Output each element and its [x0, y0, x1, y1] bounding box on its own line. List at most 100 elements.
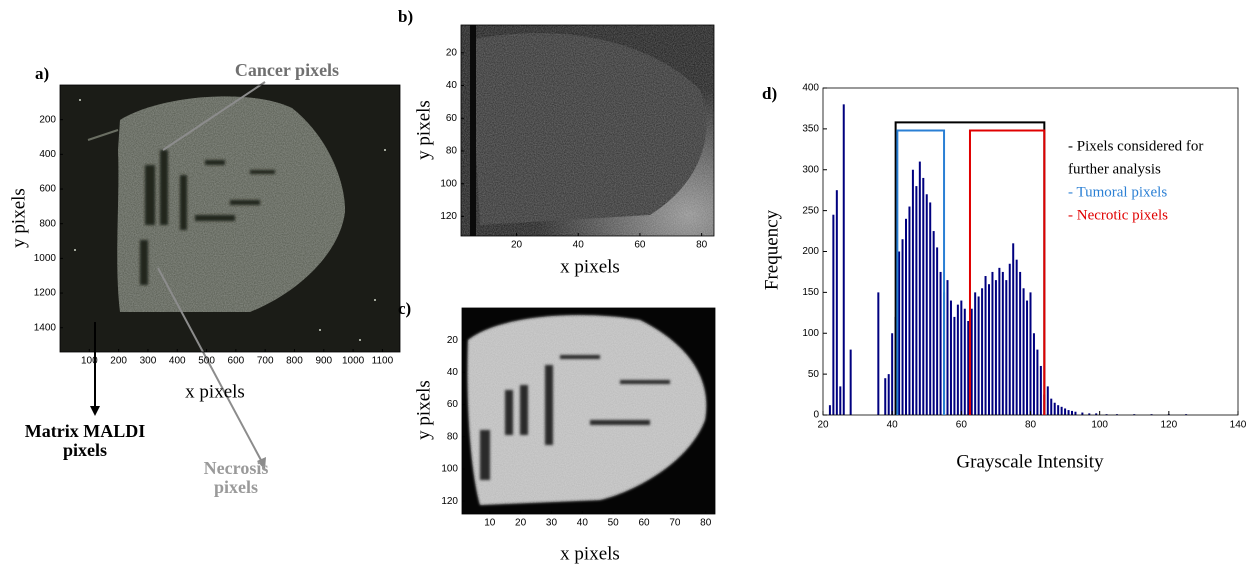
bar	[953, 316, 956, 415]
bar	[1060, 406, 1063, 415]
bar	[908, 206, 911, 415]
bar	[884, 378, 887, 415]
x-tick-label: 100	[81, 356, 98, 367]
y-tick-label: 50	[808, 369, 820, 380]
bar	[849, 349, 852, 415]
bar	[1019, 271, 1022, 415]
bar	[1032, 333, 1035, 415]
x-axis-label: x pixels	[560, 543, 620, 564]
x-tick-label: 50	[608, 518, 620, 529]
bar	[960, 300, 963, 415]
y-tick-label: 80	[446, 146, 458, 157]
x-tick-label: 20	[817, 420, 829, 431]
bar	[877, 292, 880, 415]
image-c	[462, 308, 715, 514]
x-tick-label: 900	[315, 356, 332, 367]
bar	[832, 214, 835, 415]
annotation: Matrix MALDI	[25, 421, 145, 441]
y-tick-label: 150	[802, 287, 819, 298]
image-frame	[461, 307, 716, 515]
bar	[932, 231, 935, 415]
bar	[984, 276, 987, 415]
bar	[974, 292, 977, 415]
x-tick-label: 140	[1230, 420, 1247, 431]
bar	[922, 177, 925, 415]
x-tick-label: 1100	[372, 356, 394, 367]
x-tick-label: 20	[511, 240, 523, 251]
bar	[1067, 410, 1070, 415]
bar	[901, 239, 904, 415]
y-tick-label: 1000	[34, 253, 57, 264]
bar	[1012, 243, 1015, 415]
image-a	[60, 85, 400, 352]
bar	[1074, 411, 1077, 415]
legend-entry: - Pixels considered for	[1068, 138, 1203, 154]
image-b	[461, 25, 714, 236]
bar	[1088, 413, 1091, 415]
bar	[936, 247, 939, 415]
y-tick-label: 600	[39, 184, 56, 195]
bar	[911, 169, 914, 415]
y-axis-label: y pixels	[413, 380, 434, 440]
y-tick-label: 100	[441, 464, 458, 475]
x-tick-label: 500	[198, 356, 215, 367]
x-tick-label: 300	[140, 356, 157, 367]
bar	[1008, 263, 1011, 415]
bar	[970, 308, 973, 415]
x-tick-label: 200	[110, 356, 127, 367]
y-axis-label: Frequency	[761, 209, 782, 290]
annotation: pixels	[214, 477, 258, 497]
bar	[1050, 398, 1053, 415]
range-box	[968, 129, 1046, 415]
bar	[1133, 414, 1136, 415]
bar	[1001, 271, 1004, 415]
bar	[1005, 280, 1008, 415]
y-tick-label: 200	[39, 114, 56, 125]
x-tick-label: 20	[515, 518, 527, 529]
x-axis-label: Grayscale Intensity	[956, 451, 1104, 472]
y-tick-label: 60	[447, 399, 459, 410]
x-tick-label: 600	[228, 356, 245, 367]
image-frame	[59, 84, 401, 353]
legend-entry: further analysis	[1068, 161, 1161, 177]
y-tick-label: 20	[447, 335, 459, 346]
bar	[1046, 386, 1049, 415]
bar	[981, 288, 984, 415]
x-tick-label: 700	[257, 356, 274, 367]
bar	[1039, 365, 1042, 415]
y-axis-label: y pixels	[8, 188, 29, 248]
x-tick-label: 80	[696, 240, 708, 251]
y-tick-label: 1400	[34, 322, 57, 333]
bar	[946, 280, 949, 415]
y-tick-label: 120	[440, 211, 457, 222]
x-tick-label: 80	[1025, 420, 1037, 431]
x-axis-label: x pixels	[185, 381, 245, 402]
x-axis-label: x pixels	[560, 256, 620, 277]
image-frame	[460, 24, 715, 237]
y-tick-label: 0	[813, 410, 819, 421]
bar	[956, 304, 959, 415]
x-tick-label: 120	[1160, 420, 1177, 431]
bar	[1015, 259, 1018, 415]
x-tick-label: 40	[887, 420, 899, 431]
panel-label: b)	[398, 7, 413, 26]
bar	[925, 194, 928, 415]
legend-entry: - Necrotic pixels	[1068, 207, 1168, 223]
range-box	[896, 129, 946, 415]
annotation: pixels	[63, 440, 107, 460]
bar	[1029, 292, 1032, 415]
x-tick-label: 60	[634, 240, 646, 251]
y-tick-label: 1200	[34, 288, 57, 299]
bar	[949, 300, 952, 415]
panel-label: d)	[762, 84, 777, 103]
bar	[1115, 414, 1118, 415]
x-tick-label: 1000	[342, 356, 365, 367]
x-tick-label: 60	[956, 420, 968, 431]
bar	[1057, 405, 1060, 415]
bar	[905, 218, 907, 415]
bar	[1081, 412, 1084, 415]
x-tick-label: 80	[700, 518, 712, 529]
x-tick-label: 60	[638, 518, 650, 529]
bar	[1071, 410, 1073, 415]
